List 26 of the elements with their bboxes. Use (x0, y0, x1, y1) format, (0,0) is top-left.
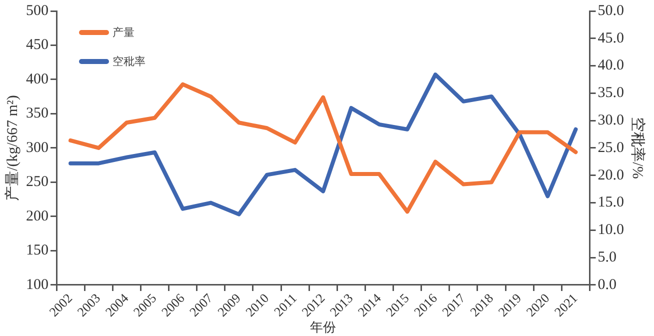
y-tick-label: 100 (26, 276, 48, 293)
y-tick-label: 500 (26, 2, 48, 19)
y2-tick-label: 35.0 (598, 85, 624, 102)
y2-tick-label: 50.0 (598, 2, 624, 19)
y2-tick-label: 20.0 (598, 167, 624, 184)
y2-tick-label: 30.0 (598, 112, 624, 129)
y2-tick-label: 10.0 (598, 222, 624, 238)
y-tick-label: 450 (26, 37, 48, 54)
x-tick-label: 2011 (270, 290, 300, 320)
y-tick-label: 300 (26, 140, 48, 156)
y-tick-label: 400 (26, 71, 48, 88)
y2-tick-label: 25.0 (598, 140, 624, 156)
y2-tick-label: 15.0 (598, 194, 624, 211)
y-tick-label: 200 (26, 208, 48, 224)
x-axis-title: 年份 (310, 320, 336, 336)
y2-tick-label: 5.0 (598, 250, 616, 266)
y2-tick-label: 45.0 (598, 30, 624, 46)
legend-label: 产量 (112, 25, 134, 40)
y-axis-title: 产量/(kg/667 m²) (4, 95, 21, 201)
legend-label: 空秕率 (112, 54, 146, 69)
y2-tick-label: 0.0 (598, 276, 616, 293)
y2-axis-title: 空秕率/% (629, 117, 646, 179)
y2-tick-label: 40.0 (598, 58, 624, 74)
y-tick-label: 350 (26, 106, 48, 122)
y-tick-label: 250 (26, 174, 48, 190)
y-tick-label: 150 (26, 242, 48, 259)
